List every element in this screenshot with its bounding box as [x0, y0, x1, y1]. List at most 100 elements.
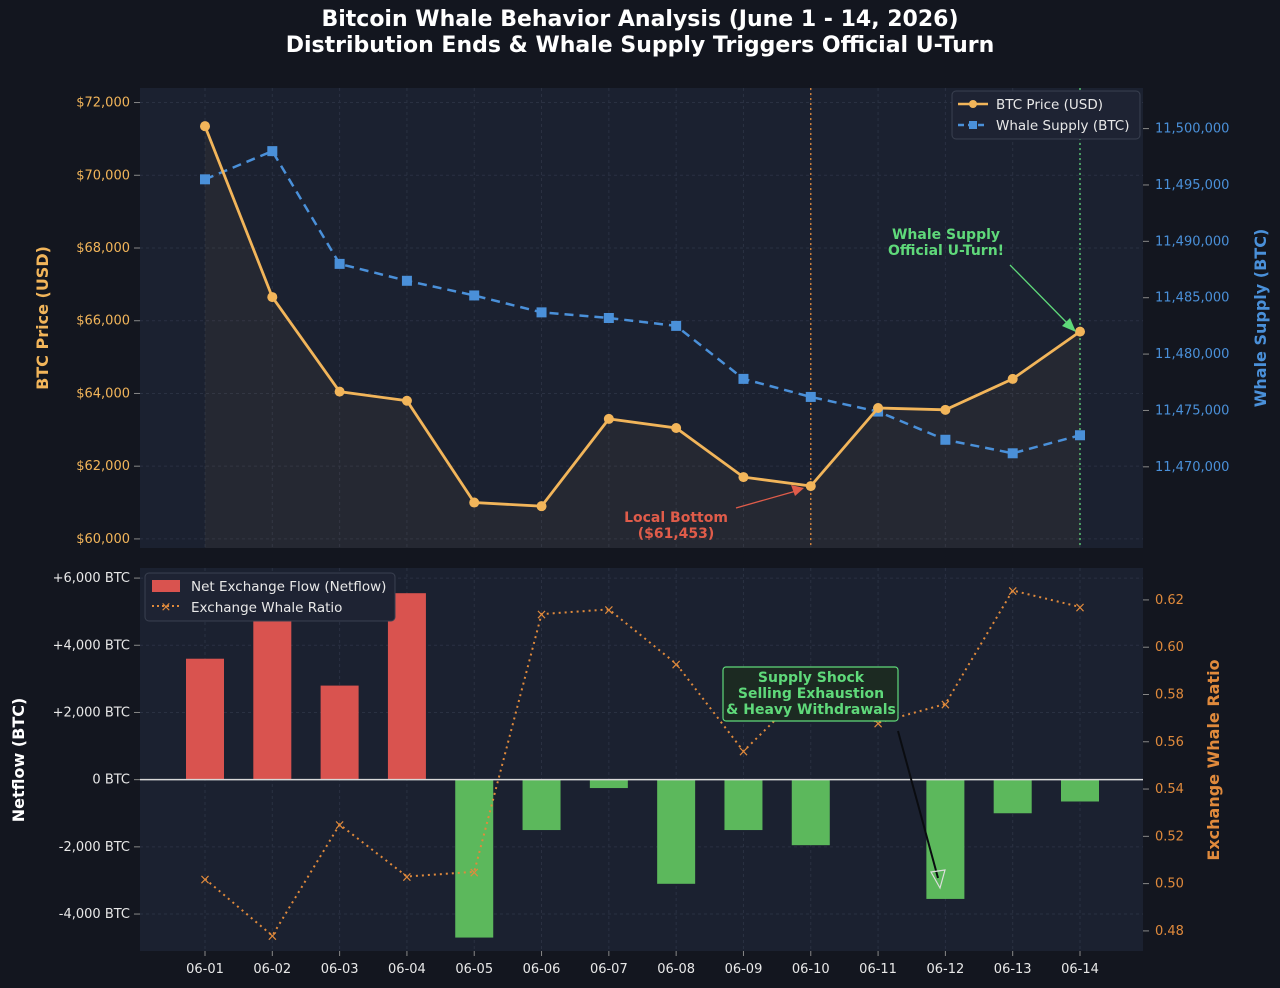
- chart-title-line2: Distribution Ends & Whale Supply Trigger…: [286, 33, 995, 58]
- bottom-y2-axis-label: Exchange Whale Ratio: [1204, 659, 1223, 860]
- ratio-point: ×: [1074, 600, 1086, 616]
- price-point: [536, 501, 547, 512]
- bottom-ytick-label: 0 BTC: [92, 773, 130, 788]
- bottom-y2tick-label: 0.56: [1155, 735, 1184, 750]
- top-plot-area: [140, 88, 1143, 548]
- netflow-bar: [455, 779, 494, 938]
- supply-point: [1007, 448, 1018, 459]
- x-tick-label: 06-01: [186, 962, 224, 977]
- top-ytick-label: $68,000: [76, 241, 130, 256]
- netflow-bar: [657, 779, 696, 884]
- bottom-y2tick-label: 0.52: [1155, 829, 1184, 844]
- top-y2tick-label: 11,490,000: [1155, 234, 1229, 249]
- supply-point: [671, 320, 682, 331]
- legend-price-label: BTC Price (USD): [996, 97, 1103, 113]
- supply-point: [536, 307, 547, 318]
- x-tick-label: 06-03: [321, 962, 359, 977]
- top-y2tick-label: 11,480,000: [1155, 347, 1229, 362]
- annotation-supply-shock-box: [722, 666, 899, 722]
- netflow-bar: [724, 779, 763, 831]
- x-tick-label: 06-04: [388, 962, 426, 977]
- x-tick-label: 06-09: [725, 962, 763, 977]
- annotation-local-bottom: Local Bottom ($61,453): [624, 485, 804, 542]
- price-point: [267, 292, 278, 303]
- legend-netflow-swatch: [152, 580, 180, 592]
- bottom-ytick-label: -4,000 BTC: [59, 907, 130, 922]
- annotation-local-bottom-arrowhead: [791, 485, 804, 496]
- supply-point: [401, 275, 412, 286]
- annotation-supply-shock-line1: Supply Shock: [758, 670, 865, 686]
- annotation-supply-shock: Supply Shock Selling Exhaustion & Heavy …: [722, 666, 946, 890]
- supply-point: [940, 434, 951, 445]
- x-tick-label: 06-08: [657, 962, 695, 977]
- annotation-local-bottom-arrow: [735, 490, 797, 509]
- top-legend-box: [951, 90, 1141, 140]
- annotation-local-bottom-line2: ($61,453): [638, 526, 715, 542]
- supply-series-line: [204, 149, 1081, 455]
- netflow-bar: [186, 658, 224, 780]
- x-tick-label: 06-02: [253, 962, 291, 977]
- annotation-u-turn-line2: Official U-Turn!: [888, 243, 1004, 259]
- top-ytick-label: $60,000: [76, 532, 130, 547]
- legend-supply-label: Whale Supply (BTC): [996, 118, 1130, 134]
- supply-point: [603, 313, 614, 323]
- ratio-point: ×: [738, 744, 750, 760]
- top-y2tick-label: 11,485,000: [1155, 291, 1229, 306]
- bottom-axes: -4,000 BTC -2,000 BTC 0 BTC +2,000 BTC +4,00…: [53, 571, 1184, 939]
- top-y2tick-label: 11,470,000: [1155, 460, 1229, 475]
- x-tick-label: 06-14: [1061, 962, 1099, 977]
- legend-ratio-label: Exchange Whale Ratio: [191, 600, 342, 616]
- price-point: [200, 121, 210, 132]
- x-ticks: 06-01 06-02 06-03 06-04 06-05 06-06 06-07 06-08…: [186, 951, 1099, 977]
- top-y2tick-label: 11,500,000: [1155, 122, 1229, 137]
- annotation-local-bottom-line1: Local Bottom: [624, 510, 728, 526]
- top-y2-axis-label: Whale Supply (BTC): [1251, 229, 1270, 408]
- bottom-ytick-label: +6,000 BTC: [53, 571, 130, 586]
- bottom-ytick-label: -2,000 BTC: [59, 840, 130, 855]
- top-ytick-label: $70,000: [76, 168, 130, 183]
- annotation-supply-shock-line3: & Heavy Withdrawals: [726, 702, 896, 718]
- ratio-point: ×: [603, 602, 615, 618]
- ratio-point: ×: [401, 870, 413, 886]
- bottom-y2tick-label: 0.58: [1155, 687, 1184, 702]
- bottom-y2tick-label: 0.50: [1155, 877, 1184, 892]
- annotation-supply-shock-arrowhead: [930, 869, 946, 890]
- price-point: [873, 403, 884, 413]
- annotation-u-turn-line1: Whale Supply: [892, 227, 1000, 243]
- ratio-point: ×: [199, 872, 211, 888]
- legend-ratio-marker: ×: [161, 600, 172, 615]
- price-area: [205, 126, 1080, 548]
- price-point: [671, 423, 682, 433]
- netflow-bar: [589, 779, 628, 789]
- top-axes: $60,000 $62,000 $64,000 $66,000 $68,000 $70,0…: [76, 96, 1229, 547]
- x-tick-label: 06-10: [792, 962, 830, 977]
- supply-point: [334, 258, 345, 269]
- price-point: [738, 472, 749, 483]
- price-series-line: [203, 125, 1081, 508]
- ratio-point: ×: [872, 716, 884, 732]
- bottom-y2tick-label: 0.62: [1155, 593, 1184, 608]
- top-legend: BTC Price (USD) Whale Supply (BTC): [951, 90, 1141, 140]
- bottom-plot-area: [140, 568, 1143, 951]
- bottom-legend: Net Exchange Flow (Netflow) × Exchange W…: [144, 572, 396, 622]
- supply-point: [469, 290, 480, 301]
- ratio-point: ×: [468, 865, 480, 881]
- bottom-legend-box: [144, 572, 396, 622]
- supply-point: [738, 373, 749, 384]
- annotation-u-turn-arrowhead: [1062, 318, 1076, 332]
- price-point: [401, 395, 412, 406]
- netflow-bar: [993, 779, 1032, 814]
- price-point: [1075, 326, 1085, 337]
- top-y-axis-label: BTC Price (USD): [33, 246, 52, 390]
- price-point: [603, 413, 614, 424]
- ratio-point: ×: [1007, 583, 1019, 599]
- netflow-bar: [791, 779, 830, 846]
- x-tick-label: 06-11: [859, 962, 897, 977]
- netflow-bar: [926, 779, 965, 899]
- bottom-y-axis-label: Netflow (BTC): [9, 698, 28, 823]
- supply-point: [1075, 430, 1085, 441]
- legend-price-marker: [969, 100, 977, 108]
- annotation-u-turn: Whale Supply Official U-Turn!: [888, 227, 1076, 332]
- x-tick-label: 06-07: [590, 962, 628, 977]
- netflow-bar: [1061, 779, 1099, 802]
